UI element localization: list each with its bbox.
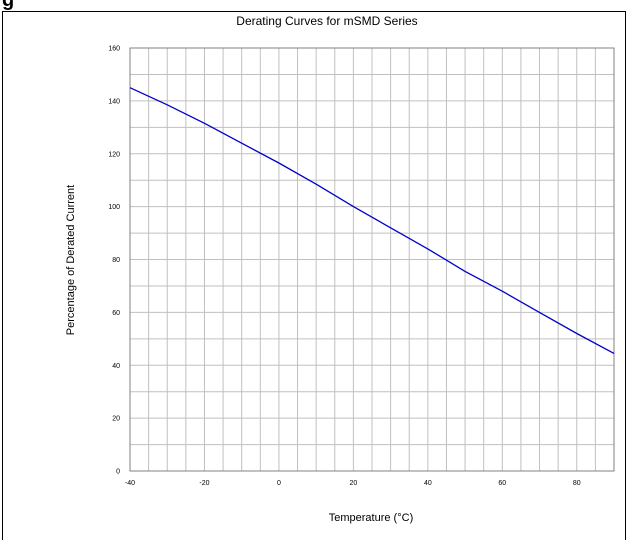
x-tick-label: 0 (277, 480, 281, 487)
x-tick-label: -20 (199, 480, 209, 487)
x-tick-label: 80 (573, 480, 581, 487)
y-axis-label: Percentage of Derated Current (65, 185, 77, 335)
chart-title: Derating Curves for mSMD Series (236, 14, 417, 28)
y-tick-label: 100 (108, 204, 120, 211)
x-tick-label: 20 (349, 480, 357, 487)
series-lines (129, 87, 615, 354)
y-tick-label: 80 (112, 257, 120, 264)
series-line (129, 87, 615, 354)
y-tick-label: 120 (108, 151, 120, 158)
x-axis-label: Temperature (°C) (329, 512, 413, 524)
y-tick-label: 140 (108, 98, 120, 105)
y-tick-label: 160 (108, 46, 120, 53)
x-tick-label: 60 (498, 480, 506, 487)
x-tick-label: 40 (424, 480, 432, 487)
y-tick-label: 20 (112, 416, 120, 423)
grid-lines (129, 47, 615, 472)
tick-labels: -40 -20 0 20 40 60 80 0 20 40 60 80 100 120 140 160 (108, 46, 580, 488)
header-fragment: g (2, 0, 15, 11)
x-tick-label: -40 (125, 480, 135, 487)
plot-area-border (129, 47, 615, 472)
y-tick-label: 60 (112, 310, 120, 317)
chart-frame (2, 11, 626, 540)
y-tick-label: 40 (112, 363, 120, 370)
y-tick-label: 0 (116, 469, 120, 476)
